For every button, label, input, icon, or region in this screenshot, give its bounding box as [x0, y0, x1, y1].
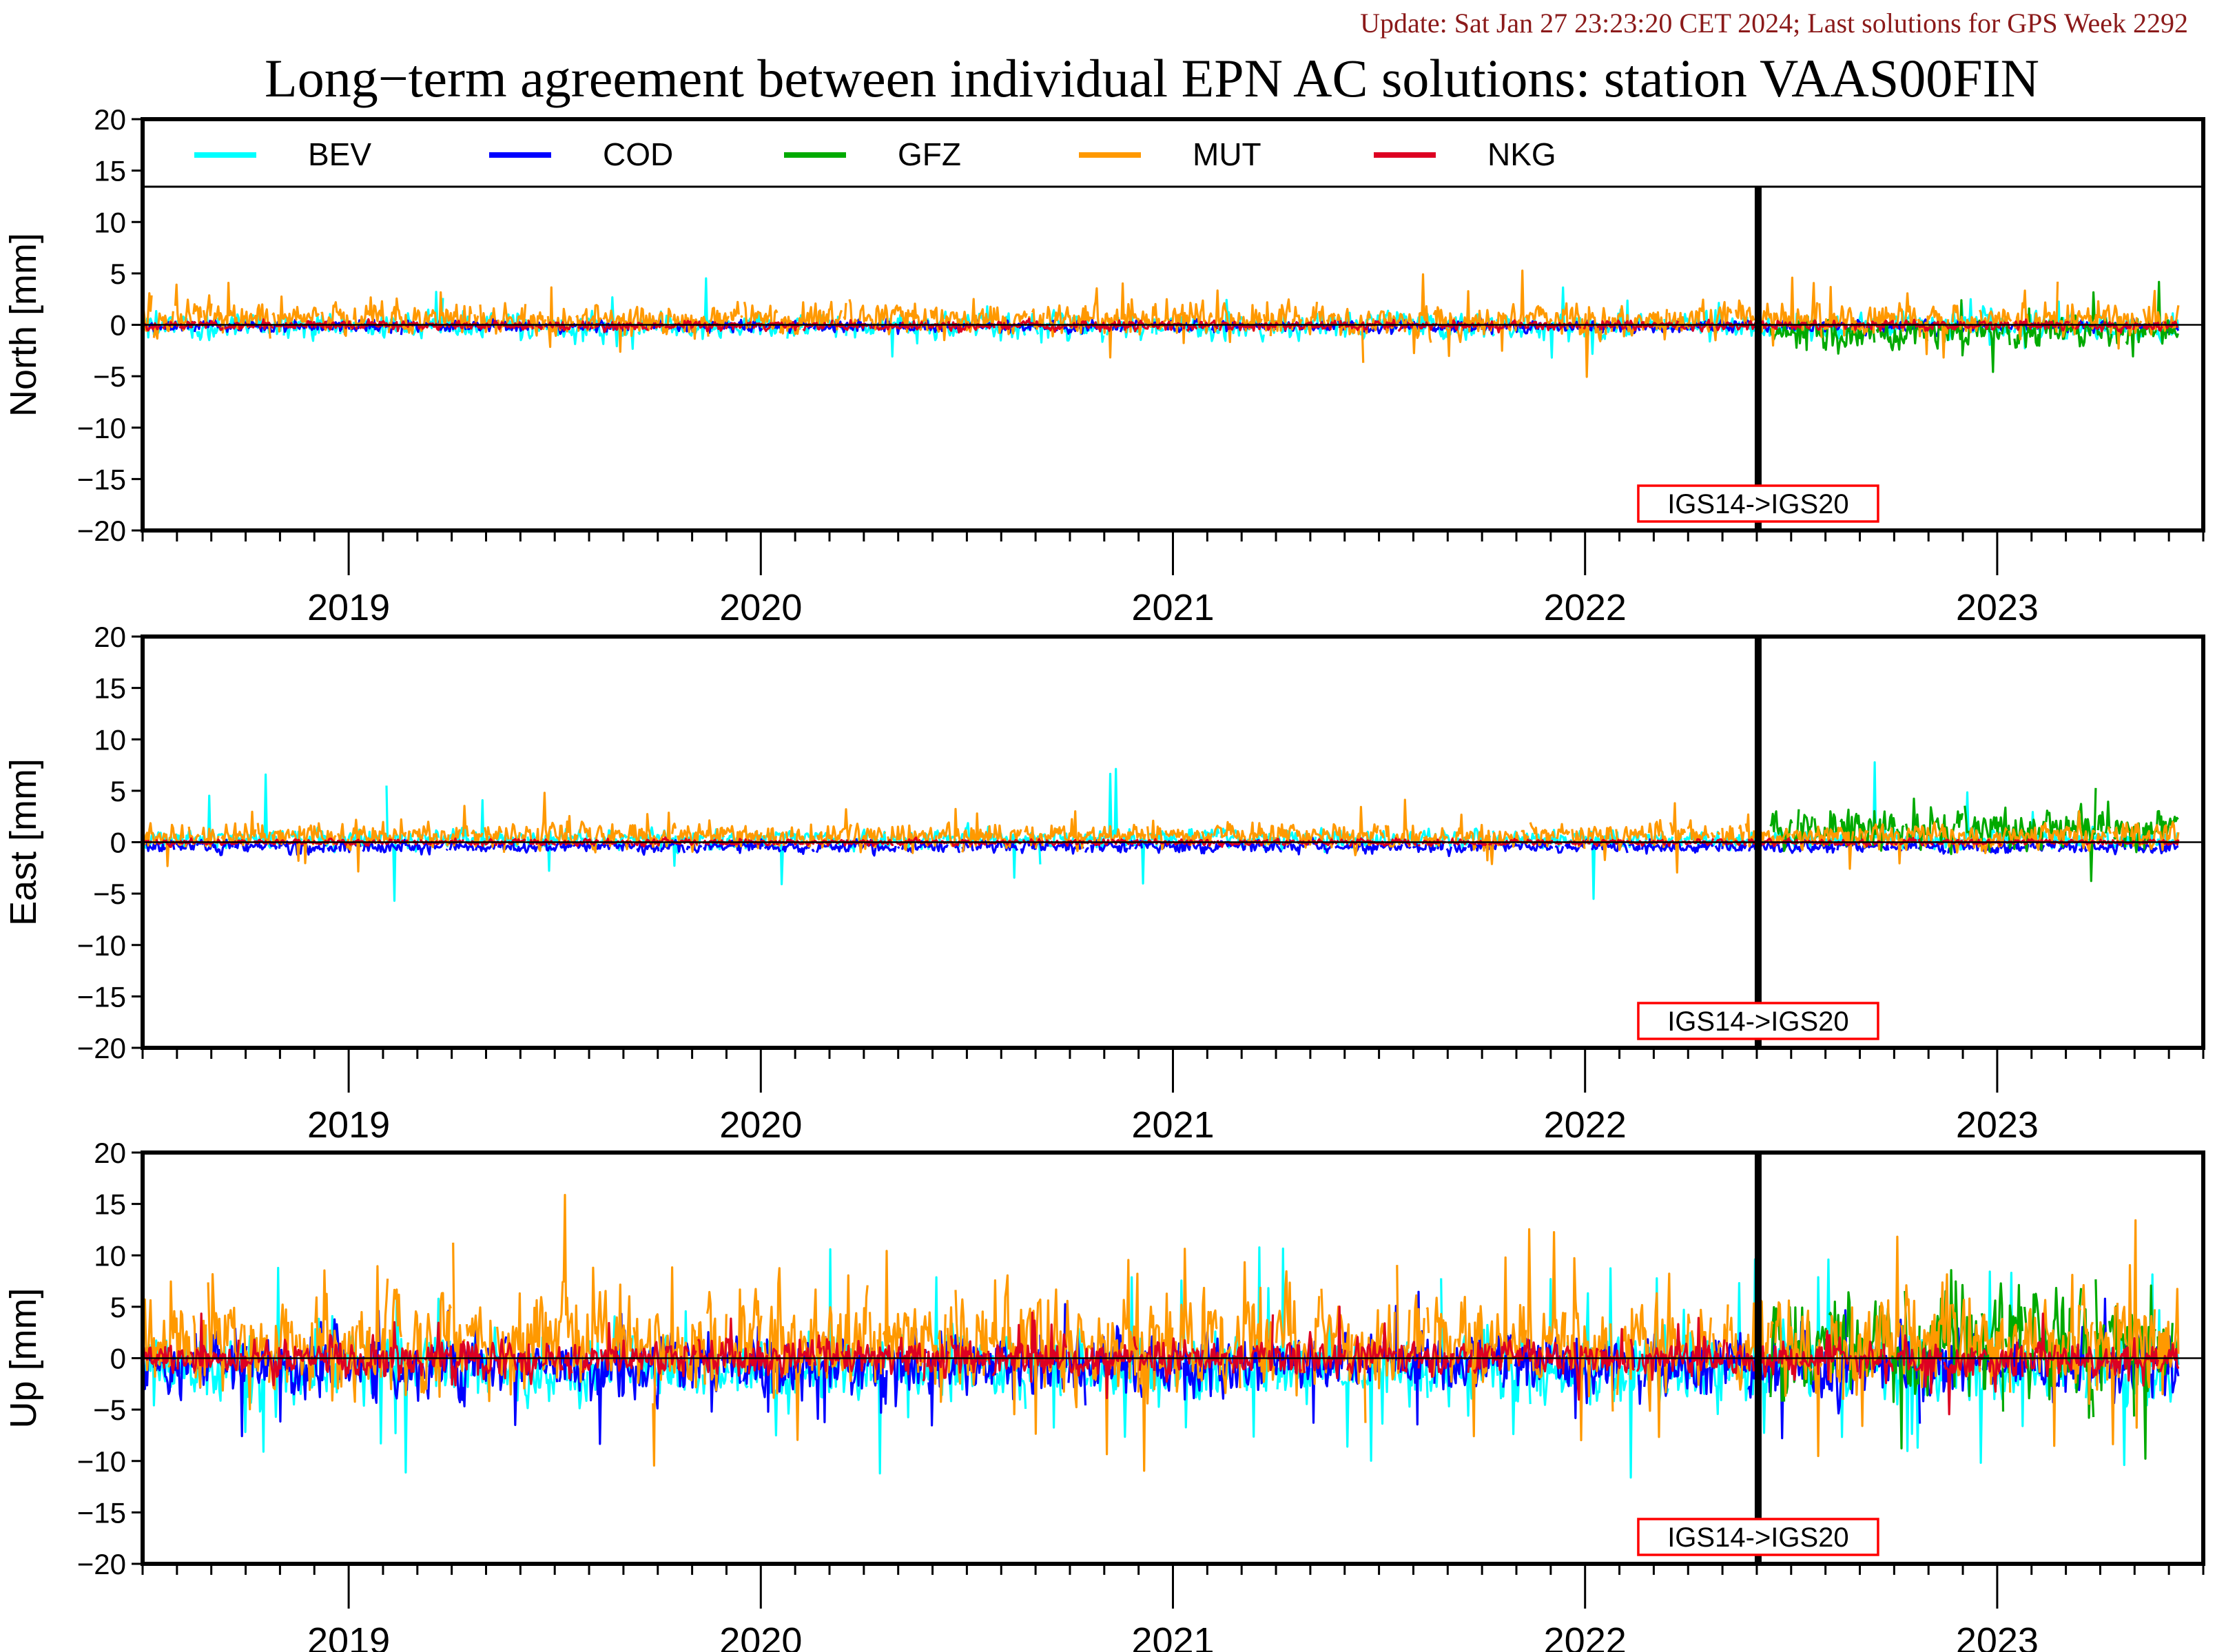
legend-label-cod: COD: [603, 136, 673, 172]
frame-change-box: [1637, 1002, 1879, 1040]
y-tick-label: 20: [94, 103, 126, 136]
y-tick-label: 0: [110, 827, 126, 859]
plot-frame: [141, 117, 2205, 533]
y-tick-label: −5: [93, 1394, 126, 1426]
frame-change-label: IGS14->IGS20: [1667, 489, 1848, 519]
data-area: [143, 761, 2180, 902]
data-area: [143, 1194, 2180, 1479]
panel-east: IGS14->IGS20 20 15 10 5 0 −5 −10 −15 −20 East [mm]…: [3, 621, 2205, 1146]
legend-label-bev: BEV: [308, 136, 371, 172]
update-text: Update: Sat Jan 27 23:23:20 CET 2024; La…: [1360, 8, 2188, 39]
y-tick-label: 20: [94, 621, 126, 653]
x-year-label: 2020: [719, 1104, 802, 1146]
plot-frame: [141, 634, 2205, 1050]
y-axis-label: East [mm]: [3, 758, 44, 926]
y-axis-label: North [mm]: [3, 233, 44, 417]
plot-frame: [141, 1150, 2205, 1566]
x-year-label: 2019: [307, 587, 390, 628]
x-year-label: 2019: [307, 1104, 390, 1146]
y-tick-label: 15: [94, 1188, 126, 1221]
x-year-label: 2022: [1544, 587, 1627, 628]
x-year-label: 2021: [1131, 1104, 1214, 1146]
panels-group: IGS14->IGS20 20 15 10 5 0 −5 −10 −15 −20 North [mm…: [3, 103, 2205, 1652]
frame-change-box: [1637, 1518, 1879, 1556]
y-tick-label: 10: [94, 723, 126, 756]
panel-up: IGS14->IGS20 20 15 10 5 0 −5 −10 −15 −20 Up [mm] 20…: [3, 1137, 2205, 1652]
data-area: [143, 269, 2180, 378]
x-year-label: 2020: [719, 587, 802, 628]
y-tick-label: −15: [77, 463, 126, 495]
chart-title: Long−term agreement between individual E…: [265, 48, 2039, 108]
x-year-label: 2021: [1131, 587, 1214, 628]
y-tick-label: −20: [77, 515, 126, 547]
y-tick-label: 5: [110, 775, 126, 807]
y-tick-label: −10: [77, 929, 126, 962]
legend-label-gfz: GFZ: [898, 136, 961, 172]
series-nkg: [143, 1305, 2180, 1416]
y-tick-label: −5: [93, 360, 126, 393]
x-year-label: 2023: [1956, 1104, 2039, 1146]
y-tick-label: −5: [93, 878, 126, 910]
x-year-label: 2019: [307, 1620, 390, 1652]
y-tick-label: 15: [94, 672, 126, 705]
frame-change-label: IGS14->IGS20: [1667, 1006, 1848, 1037]
legend-background: [143, 119, 2203, 187]
y-tick-label: 5: [110, 258, 126, 290]
y-axis-label: Up [mm]: [3, 1288, 44, 1428]
panel-north: IGS14->IGS20 20 15 10 5 0 −5 −10 −15 −20 North [mm…: [3, 103, 2205, 628]
y-tick-label: −10: [77, 1445, 126, 1478]
y-tick-label: 10: [94, 206, 126, 238]
y-tick-label: −15: [77, 980, 126, 1013]
x-year-label: 2023: [1956, 1620, 2039, 1652]
y-tick-label: 0: [110, 1343, 126, 1375]
frame-change-label: IGS14->IGS20: [1667, 1522, 1848, 1553]
y-tick-label: 20: [94, 1137, 126, 1169]
x-year-label: 2022: [1544, 1104, 1627, 1146]
x-year-label: 2023: [1956, 587, 2039, 628]
frame-change-box: [1637, 484, 1879, 523]
legend-label-mut: MUT: [1193, 136, 1261, 172]
x-year-label: 2022: [1544, 1620, 1627, 1652]
y-tick-label: 0: [110, 309, 126, 342]
y-tick-label: −20: [77, 1548, 126, 1580]
x-year-label: 2021: [1131, 1620, 1214, 1652]
x-year-label: 2020: [719, 1620, 802, 1652]
y-tick-label: −15: [77, 1496, 126, 1529]
legend-label-nkg: NKG: [1487, 136, 1556, 172]
y-tick-label: 5: [110, 1291, 126, 1323]
y-tick-label: 10: [94, 1239, 126, 1272]
y-tick-label: 15: [94, 155, 126, 187]
y-tick-label: −20: [77, 1032, 126, 1064]
y-tick-label: −10: [77, 412, 126, 444]
